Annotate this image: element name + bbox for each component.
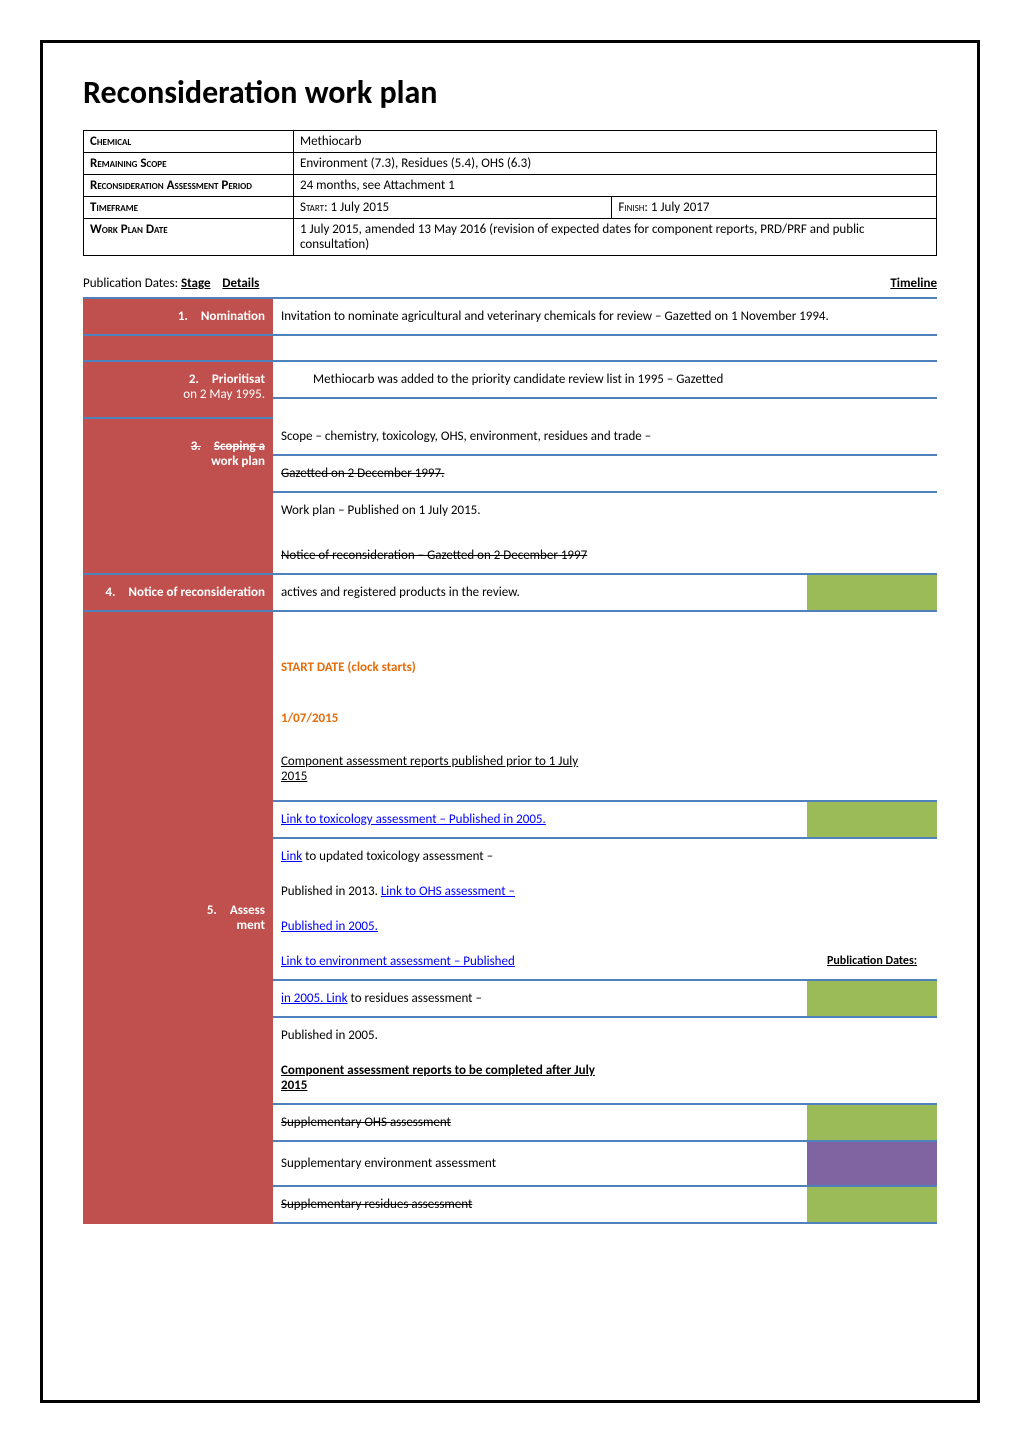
- ohs-link[interactable]: Link to OHS assessment –: [381, 884, 515, 899]
- publication-dates-label: Publication Dates:: [83, 276, 178, 291]
- publication-dates-col-label: Publication Dates:: [827, 954, 917, 968]
- table-row: Reconsideration Assessment Period 24 mon…: [84, 175, 937, 197]
- table-row: Remaining Scope Environment (7.3), Resid…: [84, 153, 937, 175]
- header-left: Publication Dates: Stage Details: [83, 276, 259, 291]
- stage-row-scoping: 3. Scoping a work plan Scope – chemistry…: [83, 419, 937, 454]
- prior-heading: Component assessment reports published p…: [281, 754, 581, 784]
- table-row: Timeframe Start: 1 July 2015 Finish: 1 J…: [84, 197, 937, 219]
- info-value: 1 July 2015, amended 13 May 2016 (revisi…: [294, 219, 937, 256]
- stage-header: Stage: [181, 276, 211, 291]
- info-label: Timeframe: [84, 197, 294, 219]
- after-heading: Component assessment reports to be compl…: [281, 1063, 601, 1093]
- details-header: Details: [222, 276, 259, 291]
- stage-row-prioritisation: 2. Prioritisat on 2 May 1995. Methiocarb…: [83, 360, 937, 399]
- start-date-label: START DATE (clock starts): [281, 660, 799, 675]
- page-title: Reconsideration work plan: [83, 73, 937, 112]
- info-value: 24 months, see Attachment 1: [294, 175, 937, 197]
- table-row: Work Plan Date 1 July 2015, amended 13 M…: [84, 219, 937, 256]
- info-value: Finish: 1 July 2017: [612, 197, 937, 219]
- info-value: Start: 1 July 2015: [294, 197, 612, 219]
- info-value: Environment (7.3), Residues (5.4), OHS (…: [294, 153, 937, 175]
- info-label: Chemical: [84, 131, 294, 153]
- timeline-header-label: Timeline: [890, 276, 937, 291]
- page-border: Reconsideration work plan Chemical Methi…: [40, 40, 980, 1403]
- details-cell: Invitation to nominate agricultural and …: [273, 297, 937, 336]
- environment-link[interactable]: Link to environment assessment – Publish…: [281, 954, 515, 969]
- updated-tox-link[interactable]: Link: [281, 849, 302, 864]
- info-label: Work Plan Date: [84, 219, 294, 256]
- residues-link[interactable]: Link: [326, 991, 347, 1006]
- stage-table: 1. Nomination Invitation to nominate agr…: [83, 297, 937, 1224]
- stage-cell: 5. Assessment: [83, 612, 273, 1224]
- toxicology-link[interactable]: Link to toxicology assessment – Publishe…: [281, 812, 546, 827]
- table-row: Notice of reconsideration – Gazetted on …: [83, 538, 937, 573]
- stage-cell: 1. Nomination: [83, 297, 273, 336]
- spacer-row: [83, 336, 937, 360]
- info-label: Remaining Scope: [84, 153, 294, 175]
- timeline-header: Publication Dates: Stage Details Timelin…: [83, 276, 937, 291]
- table-row: Chemical Methiocarb: [84, 131, 937, 153]
- stage-row-assessment: 5. Assessment START DATE (clock starts): [83, 612, 937, 693]
- stage-cell: 3. Scoping a work plan: [83, 419, 273, 538]
- stage-cell: 2. Prioritisat on 2 May 1995.: [83, 360, 273, 419]
- info-label: Reconsideration Assessment Period: [84, 175, 294, 197]
- stage-row-nomination: 1. Nomination Invitation to nominate agr…: [83, 297, 937, 336]
- stage-cell: 4. Notice of reconsideration: [83, 573, 273, 612]
- in2005-link[interactable]: in 2005.: [281, 991, 326, 1006]
- details-cell: Scope – chemistry, toxicology, OHS, envi…: [273, 419, 937, 454]
- details-cell: Methiocarb was added to the priority can…: [273, 360, 937, 399]
- info-value: Methiocarb: [294, 131, 937, 153]
- stage-row-notice: 4. Notice of reconsideration actives and…: [83, 573, 937, 612]
- info-table: Chemical Methiocarb Remaining Scope Envi…: [83, 130, 937, 256]
- details-cell: actives and registered products in the r…: [273, 573, 807, 612]
- ohs-published-link[interactable]: Published in 2005.: [281, 919, 378, 934]
- start-date-value: 1/07/2015: [281, 711, 799, 726]
